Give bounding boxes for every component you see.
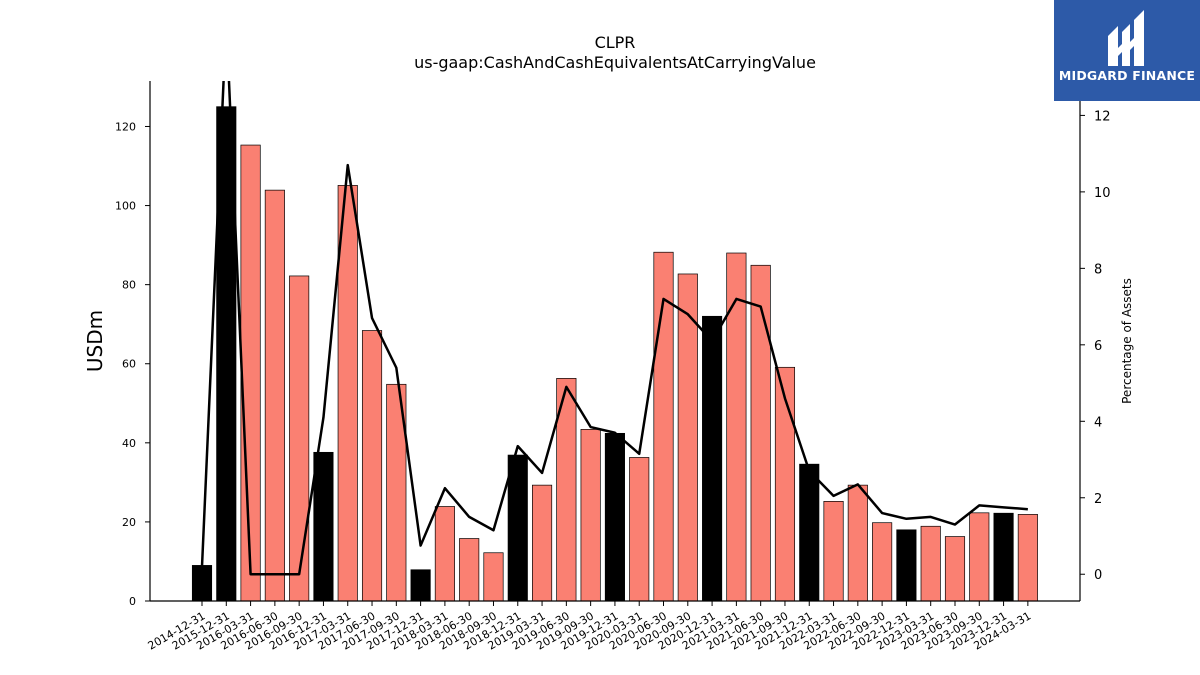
bar-2019-09-30 bbox=[580, 429, 601, 601]
bar-2019-06-30 bbox=[556, 378, 577, 601]
y-axis-label: USDm bbox=[83, 310, 107, 372]
series-line-percentage-of-assets bbox=[200, 81, 1028, 576]
bar-2020-06-30 bbox=[653, 251, 674, 601]
y-tick-label: 120 bbox=[115, 120, 136, 133]
y2-tick-label: 0 bbox=[1094, 568, 1102, 583]
bar-2019-03-31 bbox=[532, 484, 553, 601]
bar-2023-12-31 bbox=[993, 512, 1014, 601]
bar-2023-06-30 bbox=[944, 536, 966, 601]
bar-2024-03-31 bbox=[1017, 514, 1038, 601]
bar-2018-06-30 bbox=[459, 538, 480, 601]
bar-2017-12-31 bbox=[410, 569, 431, 601]
bar-2021-12-31 bbox=[799, 463, 820, 601]
bar-2023-09-30 bbox=[969, 512, 990, 601]
bar-2022-03-31 bbox=[823, 501, 844, 601]
bar-2016-12-31 bbox=[313, 451, 334, 601]
bar-2022-12-31 bbox=[896, 529, 917, 601]
bar-2018-09-30 bbox=[483, 552, 504, 601]
brand-logo-text: MIDGARD FINANCE bbox=[1058, 68, 1196, 83]
bar-2017-06-30 bbox=[361, 330, 383, 601]
bar-2021-03-31 bbox=[726, 252, 747, 601]
chart-subtitle: us-gaap:CashAndCashEquivalentsAtCarrying… bbox=[414, 53, 816, 72]
bar-2016-03-31 bbox=[240, 144, 261, 601]
bar-2020-09-30 bbox=[677, 273, 698, 601]
axes-layer: 0204060801001200246810122014-12-312015-1… bbox=[115, 81, 1111, 653]
bar-2019-12-31 bbox=[604, 432, 625, 601]
y2-axis-label: Percentage of Assets bbox=[1120, 278, 1134, 404]
bars-layer bbox=[191, 106, 1038, 601]
bar-2020-12-31 bbox=[702, 315, 723, 601]
bar-2017-03-31 bbox=[337, 185, 358, 601]
line-layer bbox=[200, 81, 1028, 576]
bar-2018-03-31 bbox=[434, 506, 455, 601]
y2-tick-label: 6 bbox=[1094, 339, 1102, 354]
midgard-logo-icon bbox=[1108, 10, 1144, 66]
bar-2020-03-31 bbox=[629, 457, 650, 601]
bar-2016-06-30 bbox=[264, 189, 285, 601]
y2-tick-label: 2 bbox=[1094, 492, 1102, 507]
y-tick-label: 100 bbox=[115, 200, 136, 213]
y-tick-label: 0 bbox=[129, 595, 136, 608]
bar-2022-09-30 bbox=[872, 522, 893, 601]
bar-2023-03-31 bbox=[920, 525, 941, 601]
y-tick-label: 20 bbox=[122, 516, 136, 529]
bar-2022-06-30 bbox=[847, 484, 868, 601]
y-tick-label: 60 bbox=[122, 358, 136, 371]
y2-tick-label: 4 bbox=[1094, 415, 1102, 430]
brand-logo: MIDGARD FINANCE bbox=[1054, 0, 1200, 101]
y2-tick-label: 8 bbox=[1094, 262, 1102, 277]
chart-title: CLPR bbox=[595, 33, 636, 52]
bar-2014-12-31 bbox=[191, 565, 213, 601]
bar-2016-09-30 bbox=[289, 275, 310, 601]
bar-2021-09-30 bbox=[774, 366, 796, 601]
y-tick-label: 40 bbox=[122, 437, 136, 450]
bar-2021-06-30 bbox=[750, 264, 771, 601]
y2-tick-label: 10 bbox=[1094, 186, 1111, 201]
y-tick-label: 80 bbox=[122, 279, 136, 292]
bar-2018-12-31 bbox=[507, 454, 528, 601]
y2-tick-label: 12 bbox=[1094, 109, 1111, 124]
